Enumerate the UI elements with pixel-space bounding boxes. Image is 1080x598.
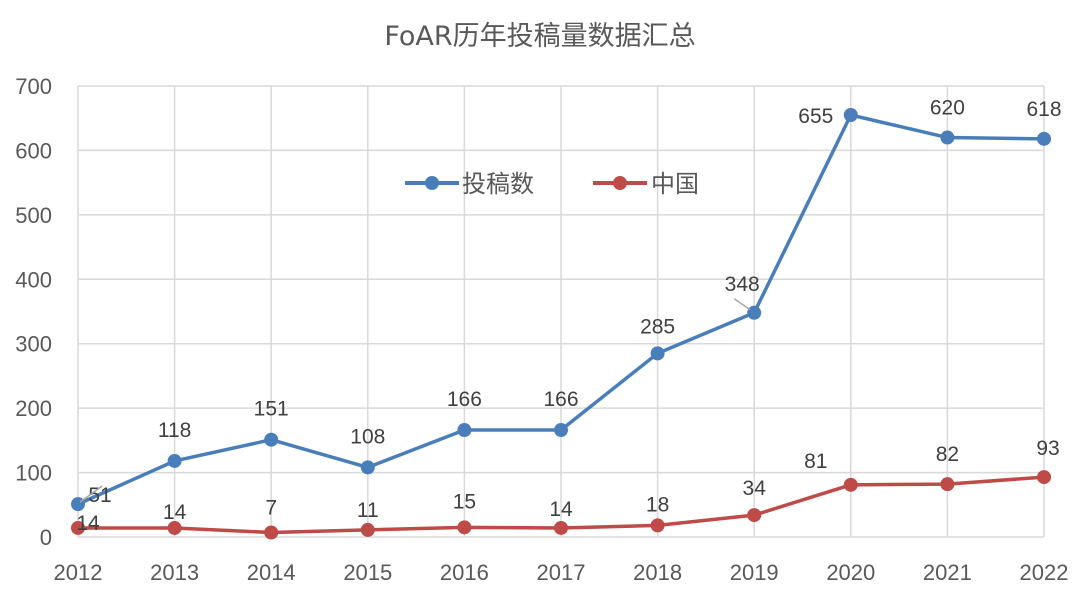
- x-tick-label: 2016: [440, 560, 489, 585]
- x-tick-label: 2022: [1020, 560, 1069, 585]
- legend-label: 投稿数: [462, 170, 534, 198]
- data-label: 18: [646, 493, 669, 516]
- x-axis-labels: 2012 2013 2014 2015 2016 2017 2018 2019 2020 2021…: [54, 560, 1069, 585]
- data-label: 348: [725, 273, 760, 296]
- data-point-marker: [457, 520, 472, 535]
- y-tick-label: 0: [40, 525, 52, 550]
- legend-marker-icon: [425, 176, 439, 190]
- data-point-marker: [940, 477, 955, 492]
- y-tick-label: 400: [15, 267, 52, 292]
- data-point-marker: [1037, 470, 1051, 485]
- series-投稿数: [71, 107, 1051, 512]
- data-point-marker: [554, 423, 568, 438]
- x-tick-label: 2012: [54, 560, 103, 585]
- y-tick-label: 600: [15, 138, 52, 163]
- y-axis-labels: 0 100 200 300 400 500 600 700: [15, 74, 52, 550]
- x-tick-label: 2020: [826, 560, 875, 585]
- leader-line: [79, 485, 103, 503]
- data-label: 655: [798, 105, 833, 128]
- y-tick-label: 200: [15, 396, 52, 421]
- data-point-marker: [650, 518, 665, 533]
- data-point-marker: [167, 520, 182, 535]
- legend-label: 中国: [651, 170, 699, 198]
- y-tick-label: 300: [15, 332, 52, 357]
- x-tick-label: 2019: [730, 560, 779, 585]
- data-point-marker: [747, 508, 762, 523]
- data-point-marker: [747, 305, 762, 320]
- data-point-marker: [650, 346, 665, 361]
- x-tick-label: 2013: [150, 560, 199, 585]
- x-tick-label: 2021: [923, 560, 972, 585]
- data-label: 108: [350, 425, 385, 448]
- legend-item: 中国: [593, 170, 699, 198]
- data-label: 15: [453, 490, 476, 513]
- data-label: 14: [549, 498, 573, 521]
- data-point-marker: [843, 107, 858, 122]
- data-label: 166: [543, 388, 578, 411]
- legend-item: 投稿数: [405, 170, 534, 198]
- data-label: 618: [1026, 98, 1061, 121]
- data-labels: 51 118 151 108 166 166 285 348 655 620 618 14 14 7 11 1…: [76, 97, 1061, 535]
- data-label: 118: [158, 419, 191, 442]
- legend: 投稿数 中国: [405, 170, 699, 198]
- data-point-marker: [167, 453, 182, 468]
- data-label: 7: [265, 496, 277, 519]
- series-lines: [71, 107, 1051, 540]
- data-label: 34: [743, 477, 767, 500]
- x-tick-label: 2018: [633, 560, 682, 585]
- data-label: 93: [1036, 437, 1059, 460]
- data-label: 14: [76, 512, 100, 535]
- data-label: 285: [640, 315, 675, 338]
- leader-line: [733, 298, 751, 311]
- data-point-marker: [940, 130, 955, 145]
- data-label: 14: [163, 501, 187, 524]
- data-label: 11: [357, 499, 379, 522]
- data-label: 81: [804, 450, 827, 473]
- y-tick-label: 700: [15, 74, 52, 99]
- data-point-marker: [1037, 131, 1051, 146]
- data-point-marker: [843, 477, 858, 492]
- x-tick-label: 2015: [343, 560, 392, 585]
- series-中国: [71, 470, 1051, 540]
- chart-title: FoAR历年投稿量数据汇总: [384, 21, 696, 52]
- data-point-marker: [264, 432, 279, 447]
- legend-marker-icon: [613, 176, 627, 190]
- data-point-marker: [360, 460, 375, 475]
- data-point-marker: [457, 423, 472, 438]
- data-point-marker: [71, 520, 85, 535]
- grid-lines: [77, 85, 1045, 538]
- y-tick-label: 100: [15, 461, 52, 486]
- x-tick-label: 2017: [537, 560, 586, 585]
- y-tick-label: 500: [15, 203, 52, 228]
- data-label: 51: [88, 484, 111, 507]
- data-label: 82: [936, 443, 959, 466]
- x-tick-label: 2014: [247, 560, 296, 585]
- data-point-marker: [360, 522, 375, 537]
- data-label: 620: [930, 97, 965, 120]
- data-point-marker: [554, 520, 568, 535]
- data-point-marker: [264, 525, 279, 540]
- data-label: 166: [447, 388, 482, 411]
- data-label: 151: [254, 398, 289, 421]
